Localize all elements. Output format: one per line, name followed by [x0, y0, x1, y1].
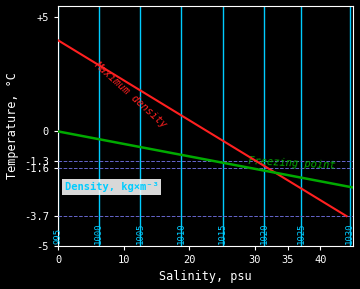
Text: 1015: 1015 — [218, 222, 227, 244]
Text: 1000: 1000 — [94, 222, 103, 244]
Text: 1005: 1005 — [136, 222, 145, 244]
Text: 1020: 1020 — [260, 222, 269, 244]
Text: 1010: 1010 — [177, 222, 186, 244]
X-axis label: Salinity, psu: Salinity, psu — [159, 271, 252, 284]
Text: 995: 995 — [54, 227, 63, 244]
Text: 1030: 1030 — [345, 222, 354, 244]
Y-axis label: Temperature, °C: Temperature, °C — [5, 72, 19, 179]
Text: 1025: 1025 — [297, 222, 306, 244]
Text: Freezing point: Freezing point — [248, 156, 336, 170]
Text: Maximum density: Maximum density — [92, 60, 168, 130]
Text: Density, kg×m⁻³: Density, kg×m⁻³ — [65, 182, 158, 192]
